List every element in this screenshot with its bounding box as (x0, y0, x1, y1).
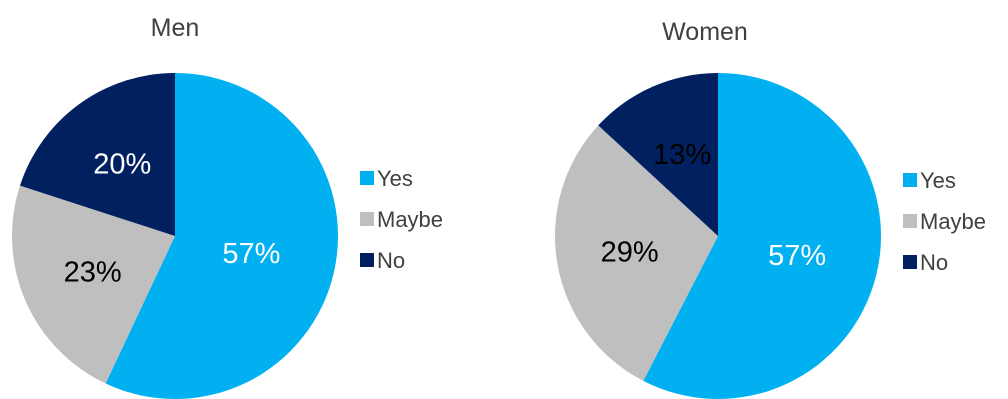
pie-slice-no (19, 72, 176, 236)
legend: Yes Maybe No (903, 168, 986, 275)
legend-label-no: No (920, 250, 948, 275)
chart-title: Women (662, 18, 748, 46)
men-pie-chart: Men 57% 23% 20% Yes Maybe No (12, 14, 443, 399)
legend-swatch-maybe (360, 212, 374, 226)
slice-label-no: 13% (653, 139, 711, 171)
legend-swatch-maybe (903, 214, 917, 228)
legend-label-maybe: Maybe (920, 209, 986, 234)
legend-label-yes: Yes (377, 166, 413, 191)
slice-label-yes: 57% (768, 240, 826, 272)
pie-slice-yes (643, 73, 881, 399)
slice-labels: 57% 23% 20% (64, 149, 281, 289)
legend-swatch-no (360, 253, 374, 267)
legend-swatch-yes (360, 171, 374, 185)
pie-slices (12, 72, 338, 399)
legend-label-maybe: Maybe (377, 207, 443, 232)
legend: Yes Maybe No (360, 166, 443, 273)
slice-label-yes: 57% (222, 238, 280, 270)
chart-title: Men (151, 14, 200, 42)
slice-label-maybe: 23% (64, 257, 122, 289)
legend-label-no: No (377, 248, 405, 273)
pie-slices (554, 73, 881, 399)
pie-slice-maybe (554, 125, 718, 381)
legend-swatch-yes (903, 173, 917, 187)
legend-label-yes: Yes (920, 168, 956, 193)
pie-slice-yes (105, 73, 338, 399)
slice-labels: 57% 29% 13% (601, 139, 827, 272)
pie-slice-no (598, 73, 718, 236)
slice-label-no: 20% (93, 149, 151, 181)
pie-slice-maybe (12, 185, 175, 384)
slice-label-maybe: 29% (601, 237, 659, 269)
legend-swatch-no (903, 255, 917, 269)
women-pie-chart: Women 57% 29% 13% Yes Maybe No (554, 18, 986, 399)
